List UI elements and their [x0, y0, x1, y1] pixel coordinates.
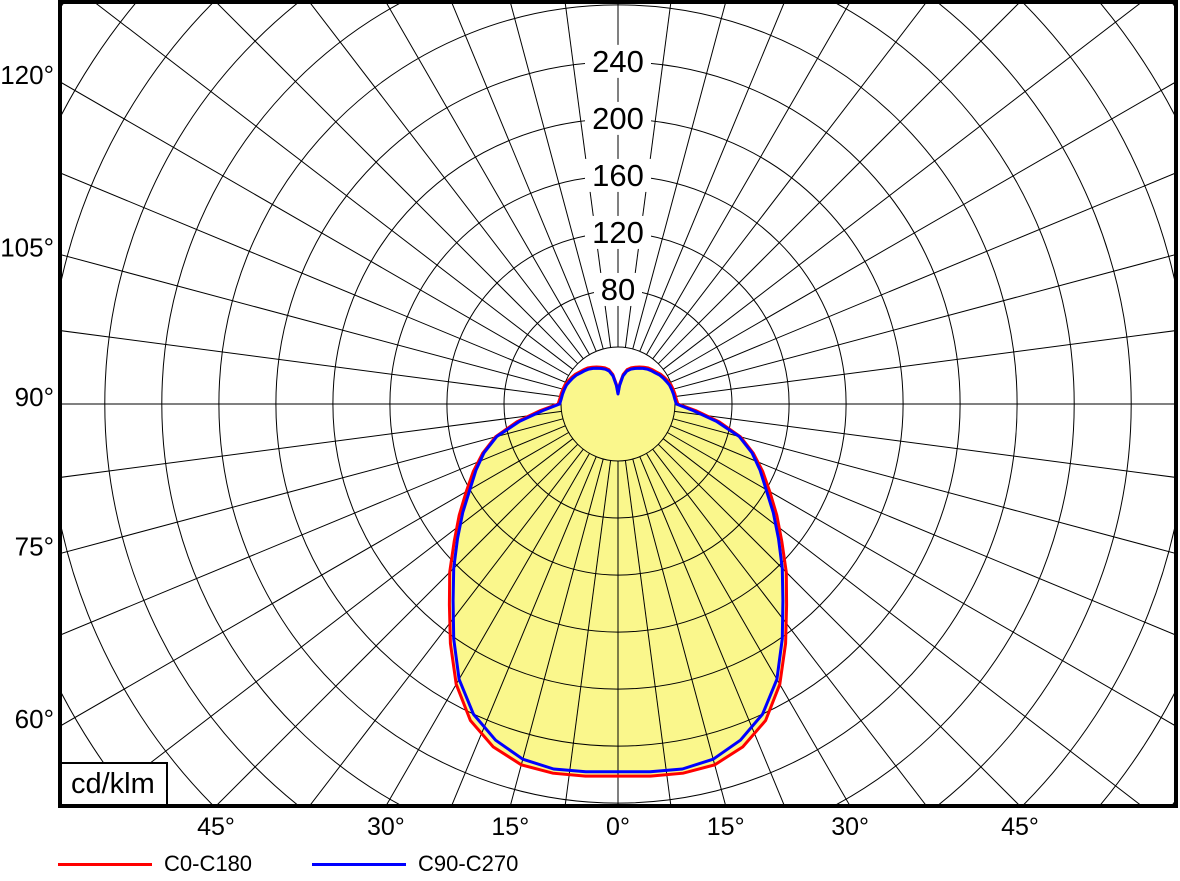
left-angle-label: 105° [0, 233, 54, 263]
grid-ray [62, 254, 564, 390]
grid-ray [62, 173, 566, 383]
grid-ray [657, 4, 1019, 365]
grid-ray [451, 456, 597, 804]
grid-ray [451, 4, 597, 352]
grid-ray [672, 418, 1174, 554]
legend-label-c90-c270: C90-C270 [418, 851, 519, 876]
plot-border [58, 0, 1178, 808]
grid-ray [632, 458, 726, 804]
grid-ray [564, 460, 612, 804]
bottom-angle-label: 45° [197, 813, 235, 841]
grid-ray [652, 448, 926, 804]
grid-ray [62, 418, 564, 554]
radial-tick-halo [585, 101, 651, 135]
grid-ray [62, 82, 569, 376]
legend: C0-C180 C90-C270 [58, 851, 518, 877]
grid-ray [639, 456, 785, 804]
radial-tick-label: 120 [592, 215, 644, 250]
legend-label-c0-c180: C0-C180 [164, 851, 253, 876]
bottom-angle-label: 15° [707, 813, 745, 841]
bottom-angle-label: 0° [606, 813, 630, 841]
bottom-angle-label: 45° [1001, 813, 1039, 841]
left-angle-label: 60° [15, 704, 54, 734]
left-angle-label: 75° [15, 532, 54, 562]
left-angle-labels: 120° 105° 90° 75° 60° [0, 60, 54, 734]
grid-ray [646, 453, 850, 804]
grid-ray [217, 443, 579, 804]
grid-ray [672, 254, 1174, 390]
units-label-box: cd/klm [60, 762, 168, 806]
radial-tick-halo [585, 215, 651, 249]
legend-item-c0-c180: C0-C180 [58, 851, 252, 877]
grid-ray [510, 458, 604, 804]
radial-axis-labels: 80 120 160 200 240 [585, 44, 651, 307]
bottom-angle-label: 15° [491, 813, 529, 841]
left-angle-label: 90° [15, 382, 54, 412]
grid-ray [510, 4, 604, 350]
radial-tick-label: 160 [592, 158, 644, 193]
curve-c90-c270 [451, 366, 785, 774]
legend-line-c90-c270-icon [312, 862, 407, 866]
grid-ray [386, 453, 590, 804]
radial-tick-label: 80 [601, 272, 635, 307]
grid-ray [674, 330, 1174, 398]
bottom-angle-label: 30° [367, 813, 405, 841]
bottom-angle-label: 30° [831, 813, 869, 841]
grid-ray [62, 330, 562, 398]
grid-ray [624, 460, 672, 804]
grid-ray [662, 4, 1141, 370]
grid-ray [662, 438, 1141, 804]
grid-ray [386, 4, 590, 355]
grid-ray [62, 425, 566, 635]
radial-tick-halo [585, 44, 651, 78]
radial-tick-label: 240 [592, 44, 644, 79]
grid-ray [667, 82, 1174, 376]
grid-ray [670, 425, 1174, 635]
grid-ray [670, 173, 1174, 383]
bottom-angle-labels: 45° 30° 15° 0° 15° 30° 45° [197, 813, 1039, 841]
grid-ray [95, 4, 574, 370]
grid-ray [310, 448, 584, 804]
grid-ray [639, 4, 785, 352]
grid-ray [652, 4, 926, 360]
radial-tick-halo [585, 158, 651, 192]
units-label: cd/klm [71, 767, 155, 800]
grid-ray [217, 4, 579, 365]
grid-ray [310, 4, 584, 360]
left-angle-label: 120° [0, 60, 54, 90]
radial-tick-halo [594, 272, 642, 306]
grid-ray [62, 410, 562, 478]
grid-ray [674, 410, 1174, 478]
radial-tick-label: 200 [592, 101, 644, 136]
grid-ray [657, 443, 1019, 804]
legend-item-c90-c270: C90-C270 [312, 851, 518, 877]
grid-ray [646, 4, 850, 355]
grid-ray [632, 4, 726, 350]
legend-line-c0-c180-icon [58, 862, 152, 866]
